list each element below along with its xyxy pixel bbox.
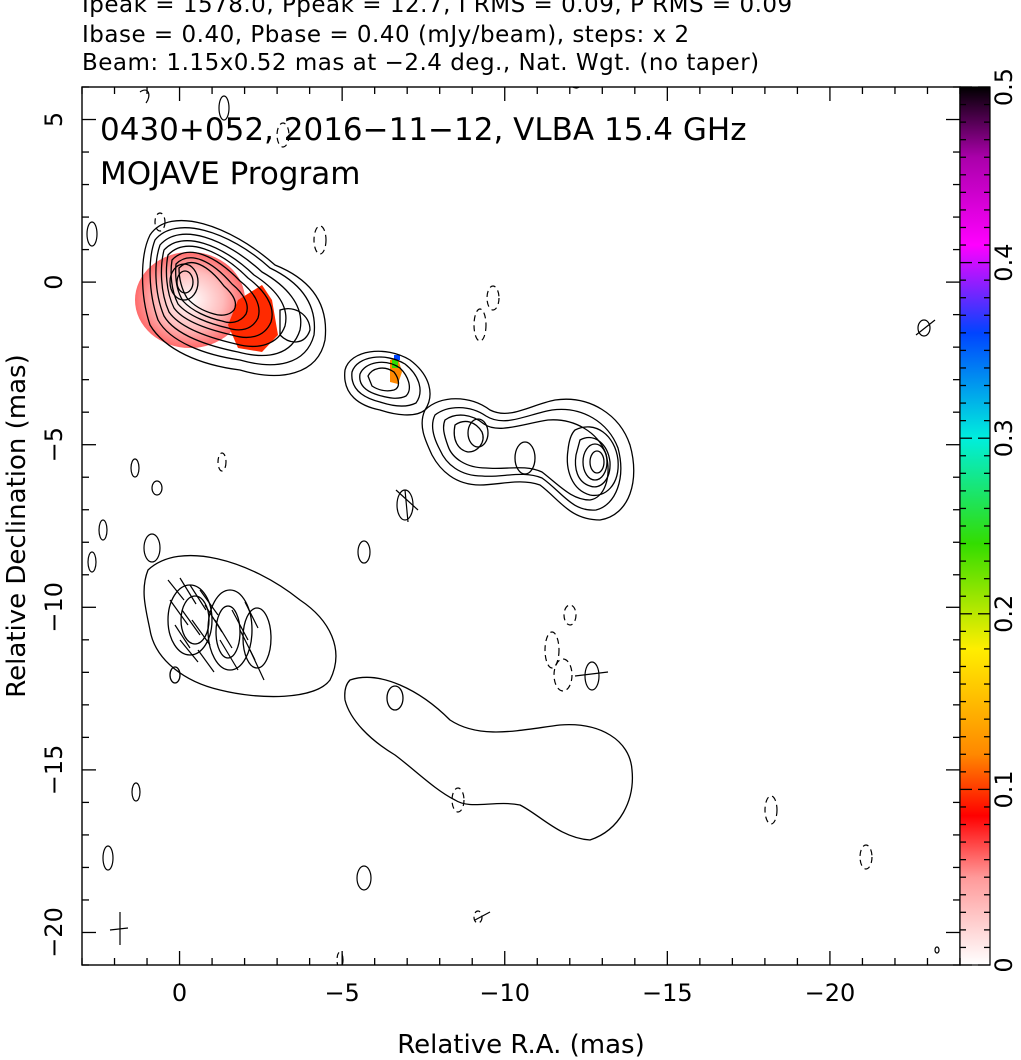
y-axis-label: Relative Declination (mas) [2, 354, 32, 697]
colorbar-tick-label: 0.3 [990, 419, 1018, 457]
source-title: 0430+052, 2016−11−12, VLBA 15.4 GHz [100, 112, 746, 148]
core-contours [141, 219, 327, 377]
y-tick-label: −5 [40, 427, 68, 462]
header-line-1: Ipeak = 1578.0, Ppeak = 12.7, I RMS = 0.… [82, 0, 793, 18]
lower-contours [143, 554, 634, 841]
x-axis-label: Relative R.A. (mas) [397, 1030, 644, 1060]
x-tick-label: 0 [172, 979, 187, 1007]
colorbar-tick-label: 0.5 [990, 68, 1018, 106]
x-tick-label: −20 [805, 979, 856, 1007]
contour-layer [86, 87, 940, 965]
y-tick-label: −10 [40, 582, 68, 633]
colorbar-tick-label: 0.2 [990, 595, 1018, 633]
colorbar-tick-label: 0.1 [990, 770, 1018, 808]
polarization-vectors [109, 319, 936, 945]
x-tick-label: −5 [324, 979, 359, 1007]
y-tick-label: −15 [40, 745, 68, 796]
polarization-patch-jet [228, 285, 278, 352]
y-tick-label: −20 [40, 907, 68, 958]
header-line-3: Beam: 1.15x0.52 mas at −2.4 deg., Nat. W… [82, 50, 760, 76]
jet-contours [421, 398, 635, 521]
colorbar-tick-label: 0.4 [990, 244, 1018, 282]
x-tick-label: −10 [479, 979, 530, 1007]
knot-contours-1 [344, 350, 431, 416]
plot-frame [81, 86, 961, 966]
header-line-2: Ibase = 0.40, Pbase = 0.40 (mJy/beam), s… [82, 22, 690, 48]
x-tick-label: −15 [642, 979, 693, 1007]
axis-ticks: 0 −5 −10 −15 −20 5 0 −5 −10 −15 −20 0 0.1 0.2 0.3 0.4 0.… [40, 68, 1018, 1007]
y-tick-label: 5 [40, 112, 68, 127]
program-title: MOJAVE Program [100, 156, 360, 192]
colorbar-tick-label: 0 [990, 957, 1018, 972]
polarization-patch-core [135, 252, 245, 348]
y-tick-label: 0 [40, 274, 68, 289]
